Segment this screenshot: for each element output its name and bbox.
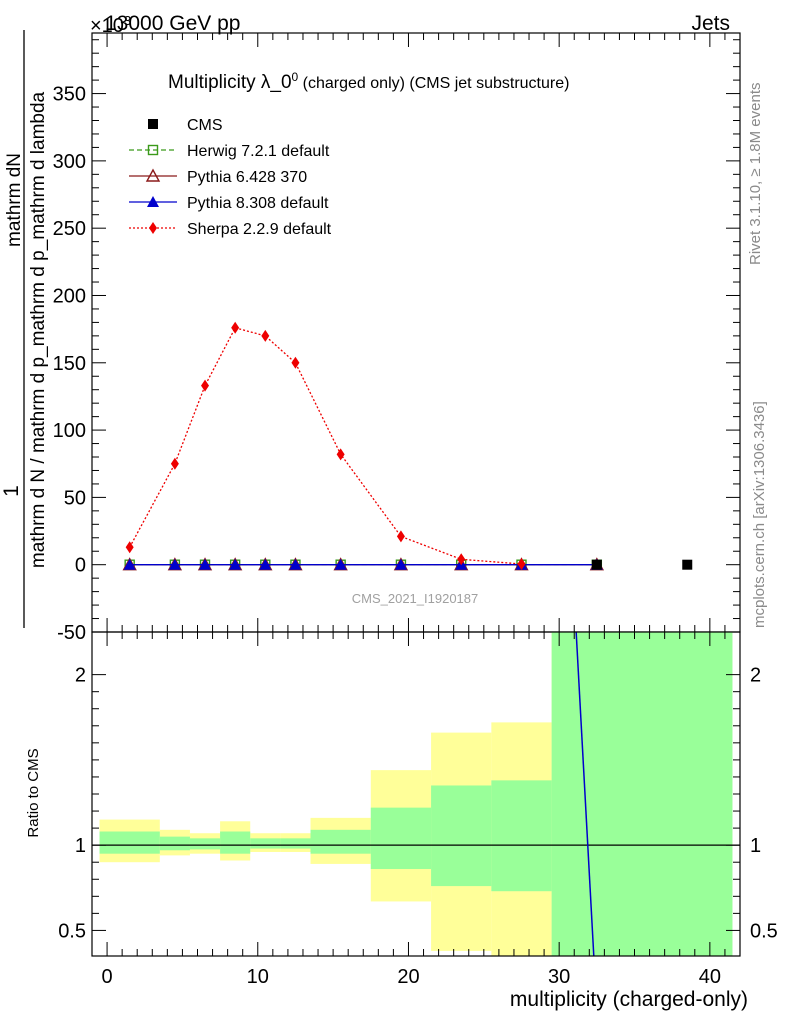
legend-marker-sherpa-2-2-9-default — [149, 222, 157, 234]
point-pythia-8-308-default — [334, 558, 347, 570]
point-pythia-8-308-default — [394, 558, 407, 570]
main-ytick-label: 100 — [53, 420, 86, 442]
legend-marker-pythia-6-428-370 — [145, 168, 161, 182]
point-sherpa-2-2-9-default — [231, 321, 240, 334]
point-pythia-8-308-default — [168, 558, 181, 570]
y-label-top: 1 — [0, 485, 23, 497]
energy-label: 13000 GeV pp — [105, 12, 240, 35]
point-sherpa-2-2-9-default — [125, 541, 134, 554]
rivet-label: Rivet 3.1.10, ≥ 1.8M events — [747, 83, 764, 266]
ratio-band-green — [551, 632, 733, 956]
ratio-series-layer — [92, 632, 740, 956]
ratio-band-green — [189, 838, 221, 850]
analysis-watermark: CMS_2021_I1920187 — [352, 591, 479, 606]
main-ytick-label: 50 — [64, 487, 86, 509]
ratio-xtick-label: 0 — [102, 966, 113, 988]
ratio-band-green — [370, 807, 432, 870]
main-ytick-label: -50 — [57, 622, 86, 644]
main-ytick-label: 350 — [53, 84, 86, 106]
main-ytick-label: 0 — [75, 555, 86, 577]
ratio-xtick-label: 10 — [247, 966, 269, 988]
ratio-ytick-label-right: 0.5 — [750, 920, 778, 942]
ratio-ytick-label: 1 — [75, 835, 86, 857]
point-pythia-8-308-default — [123, 558, 136, 570]
main-ytick-label: 150 — [53, 353, 86, 375]
point-pythia-8-308-default — [259, 558, 272, 570]
legend-marker-herwig-7-2-1-default — [147, 144, 159, 156]
point-cms — [591, 559, 602, 570]
main-y-label: 1 mathrm dN mathrm d N / mathrm d p_math… — [0, 30, 49, 628]
main-series-layer — [122, 321, 693, 571]
point-sherpa-2-2-9-default — [170, 457, 179, 470]
legend-marker-cms — [148, 119, 158, 129]
y-label-numerator: mathrm dN — [4, 153, 25, 247]
legend-label-pythia-8-308-default: Pythia 8.308 default — [187, 195, 329, 212]
x-axis-label: multiplicity (charged-only) — [510, 988, 748, 1011]
ratio-line-pythia-8-308-default — [575, 632, 595, 956]
point-sherpa-2-2-9-default — [261, 329, 270, 342]
ratio-panel — [99, 632, 733, 956]
point-sherpa-2-2-9-default — [457, 553, 466, 566]
ratio-band-green — [220, 831, 251, 854]
mcplots-label: mcplots.cern.ch [arXiv:1306.3436] — [751, 401, 768, 628]
point-pythia-8-308-default — [289, 558, 302, 570]
main-ytick-label: 250 — [53, 218, 86, 240]
ratio-xtick-label: 40 — [699, 966, 721, 988]
ratio-band-green — [250, 838, 281, 849]
legend: CMS Herwig 7.2.1 default Pythia 6.428 370 P… — [129, 117, 332, 238]
ratio-xtick-label: 30 — [548, 966, 570, 988]
point-pythia-8-308-default — [229, 558, 242, 570]
legend-label-sherpa-2-2-9-default: Sherpa 2.2.9 default — [187, 221, 332, 238]
legend-label-herwig-7-2-1-default: Herwig 7.2.1 default — [187, 143, 330, 160]
legend-label-pythia-6-428-370: Pythia 6.428 370 — [187, 169, 307, 186]
ratio-y-label: Ratio to CMS — [25, 748, 42, 837]
legend-label-cms: CMS — [187, 117, 223, 134]
main-ytick-label: 300 — [53, 151, 86, 173]
ratio-ytick-label-right: 1 — [750, 835, 761, 857]
ratio-xtick-label: 20 — [397, 966, 419, 988]
point-sherpa-2-2-9-default — [201, 379, 210, 392]
ratio-ytick-label-right: 2 — [750, 665, 761, 687]
main-ytick-label: 200 — [53, 285, 86, 307]
series-line-sherpa-2-2-9-default — [129, 327, 522, 565]
main-title: Multiplicity λ_00 (charged only) (CMS je… — [168, 70, 569, 93]
point-cms — [682, 559, 693, 570]
legend-marker-pythia-8-308-default — [147, 196, 159, 207]
ratio-band-green — [491, 780, 552, 892]
process-label: Jets — [691, 12, 730, 35]
ratio-band-green — [280, 838, 311, 849]
point-sherpa-2-2-9-default — [291, 356, 300, 369]
point-pythia-8-308-default — [199, 558, 212, 570]
point-sherpa-2-2-9-default — [517, 558, 526, 571]
ratio-band-green — [310, 829, 371, 854]
point-sherpa-2-2-9-default — [396, 530, 405, 543]
ratio-band-green — [431, 785, 492, 887]
ratio-ytick-label: 0.5 — [58, 920, 86, 942]
point-sherpa-2-2-9-default — [336, 448, 345, 461]
ratio-ytick-label: 2 — [75, 665, 86, 687]
y-label-denominator: mathrm d N / mathrm d p_mathrm d p_mathr… — [28, 91, 49, 568]
ratio-band-green — [99, 831, 160, 854]
ratio-band-green — [159, 836, 190, 851]
ratio-axes: 0.5 0.51 12 20 10 20 30 40 — [58, 631, 778, 988]
